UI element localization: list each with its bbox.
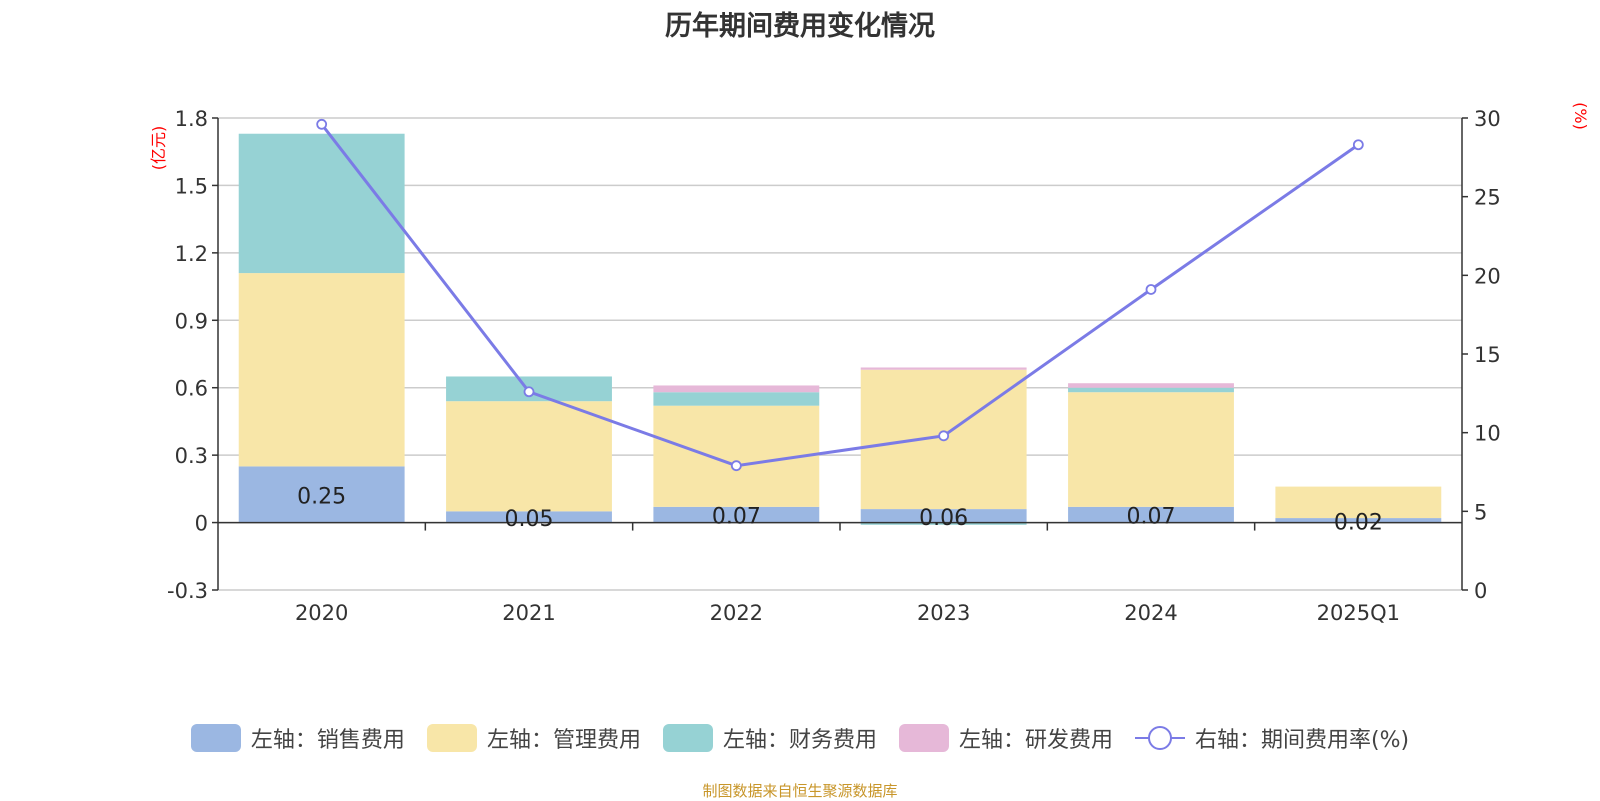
bar-2024-左轴：研发费用 xyxy=(1068,383,1234,388)
left-axis-tick-label: 1.8 xyxy=(175,107,208,131)
rate-point xyxy=(523,386,535,398)
bar-data-label: 0.07 xyxy=(712,505,761,530)
right-axis-tick-label: 20 xyxy=(1474,264,1501,288)
bar-series xyxy=(238,133,1442,525)
legend-item[interactable]: 左轴：研发费用 xyxy=(898,722,1113,754)
bar-2022-左轴：财务费用 xyxy=(653,392,820,406)
bar-data-label: 0.02 xyxy=(1334,510,1383,535)
legend-item[interactable]: 右轴：期间费用率(%) xyxy=(1134,722,1410,754)
bar-2020-左轴：财务费用 xyxy=(238,133,405,274)
legend-line-marker-icon xyxy=(1134,724,1185,752)
right-axis-tick-label: 15 xyxy=(1474,343,1501,367)
left-axis-unit: (亿元) xyxy=(149,126,168,171)
left-axis-tick-label: 0.6 xyxy=(175,377,208,401)
left-axis-tick-label: 1.2 xyxy=(175,242,208,266)
data-labels: 0.25 0.05 0.07 0.06 0.07 0.02 xyxy=(297,484,1383,535)
rate-point xyxy=(1352,139,1364,151)
legend: 左轴：销售费用 左轴：管理费用 左轴：财务费用 左轴：研发费用 右轴：期间费用率(%) xyxy=(0,722,1600,754)
right-axis-tick-label: 25 xyxy=(1474,186,1501,210)
right-axis-tick-label: 30 xyxy=(1474,107,1501,131)
right-axis-tick-label: 10 xyxy=(1474,422,1501,446)
bar-2021-左轴：销售费用 xyxy=(446,511,612,523)
axes: -0.3 0 0.3 0.6 0.9 1.2 1.5 1.8 0 5 10 15 20 25 30 (亿元) (… xyxy=(149,102,1590,625)
bar-2025Q1-左轴：管理费用 xyxy=(1275,486,1442,519)
bar-data-label: 0.05 xyxy=(505,507,554,532)
left-axis-tick-label: 0.3 xyxy=(175,444,208,468)
rate-point xyxy=(938,430,950,442)
legend-swatch xyxy=(190,724,241,752)
rate-line xyxy=(320,123,1360,468)
bar-2023-左轴：销售费用 xyxy=(860,509,1027,523)
left-axis-tick-label: 0.9 xyxy=(175,309,208,333)
legend-label: 左轴：销售费用 xyxy=(250,728,405,753)
bar-2023-左轴：研发费用 xyxy=(860,367,1027,370)
x-axis-tick-label: 2020 xyxy=(295,601,348,625)
x-axis-tick-label: 2025Q1 xyxy=(1317,601,1400,625)
source-note: 制图数据来自恒生聚源数据库 xyxy=(702,782,898,800)
left-axis-tick-label: 1.5 xyxy=(175,174,208,198)
bar-data-label: 0.25 xyxy=(297,484,346,509)
rate-line-series xyxy=(316,118,1364,472)
bar-2022-左轴：研发费用 xyxy=(653,385,820,393)
bar-data-label: 0.07 xyxy=(1127,505,1176,530)
x-axis-tick-label: 2024 xyxy=(1124,601,1177,625)
right-axis-unit: (%) xyxy=(1571,102,1590,130)
legend-swatch xyxy=(898,724,949,752)
rate-point xyxy=(316,118,328,130)
x-axis-tick-label: 2021 xyxy=(502,601,555,625)
bar-2020-左轴：销售费用 xyxy=(238,466,405,523)
legend-item[interactable]: 左轴：财务费用 xyxy=(662,722,877,754)
right-axis-tick-label: 0 xyxy=(1474,579,1487,603)
bar-2024-左轴：管理费用 xyxy=(1068,392,1234,507)
bar-2023-左轴：财务费用 xyxy=(860,522,1027,525)
left-axis-tick-label: 0 xyxy=(195,512,208,536)
bar-data-label: 0.06 xyxy=(919,506,968,531)
rate-point xyxy=(1145,284,1157,295)
bar-2024-左轴：销售费用 xyxy=(1068,506,1234,523)
bar-2022-左轴：销售费用 xyxy=(653,506,820,523)
legend-label: 右轴：期间费用率(%) xyxy=(1194,728,1410,753)
legend-swatch xyxy=(662,724,713,752)
chart-title: 历年期间费用变化情况 xyxy=(665,11,935,42)
legend-label: 左轴：研发费用 xyxy=(958,728,1113,753)
bar-2024-左轴：财务费用 xyxy=(1068,387,1234,393)
legend-item[interactable]: 左轴：销售费用 xyxy=(190,722,405,754)
bar-2020-左轴：管理费用 xyxy=(238,273,405,467)
x-axis-tick-label: 2022 xyxy=(710,601,763,625)
legend-label: 左轴：财务费用 xyxy=(722,728,877,753)
rate-point xyxy=(730,460,742,472)
legend-item[interactable]: 左轴：管理费用 xyxy=(426,722,641,754)
left-axis-tick-label: -0.3 xyxy=(167,579,208,603)
right-axis-tick-label: 5 xyxy=(1474,500,1487,524)
x-axis-tick-label: 2023 xyxy=(917,601,970,625)
legend-swatch xyxy=(426,724,477,752)
legend-label: 左轴：管理费用 xyxy=(486,728,641,753)
bar-2025Q1-左轴：销售费用 xyxy=(1275,518,1442,523)
bar-2021-左轴：管理费用 xyxy=(446,401,612,512)
